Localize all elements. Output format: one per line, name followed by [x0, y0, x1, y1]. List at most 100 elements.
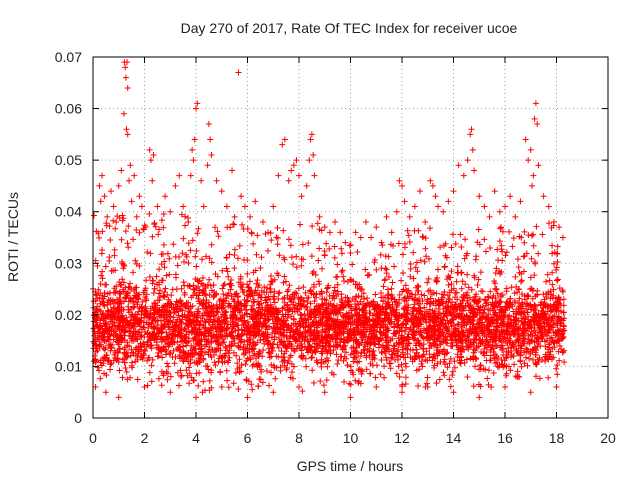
- data-point: [169, 286, 176, 293]
- data-point: [521, 228, 528, 235]
- data-point: [99, 275, 106, 282]
- data-point: [106, 289, 113, 296]
- data-point: [301, 311, 308, 318]
- data-point: [131, 303, 138, 310]
- data-point: [103, 220, 110, 227]
- data-point-outlier: [422, 219, 429, 226]
- data-point-outlier: [252, 198, 259, 205]
- data-point: [104, 299, 111, 306]
- data-point: [259, 379, 266, 386]
- data-point: [225, 384, 232, 391]
- data-point: [510, 235, 517, 242]
- data-point-outlier: [399, 389, 405, 396]
- data-point: [152, 334, 159, 341]
- data-point-outlier: [176, 172, 183, 179]
- data-point-outlier: [218, 188, 225, 195]
- data-point: [246, 288, 253, 295]
- data-point: [188, 294, 195, 301]
- data-point: [149, 330, 156, 337]
- data-point: [205, 366, 212, 373]
- data-point: [485, 367, 492, 374]
- data-point: [149, 277, 156, 284]
- data-point: [228, 276, 235, 283]
- data-point: [303, 363, 310, 370]
- data-point: [522, 354, 529, 361]
- data-point: [173, 305, 180, 312]
- data-point: [146, 369, 153, 376]
- data-point: [176, 346, 183, 353]
- data-point: [104, 358, 111, 365]
- data-point: [410, 249, 417, 256]
- data-point: [96, 342, 103, 349]
- data-point: [546, 277, 553, 284]
- data-point-outlier: [440, 208, 447, 215]
- data-point-outlier: [118, 167, 125, 174]
- data-point: [140, 351, 147, 358]
- data-point: [96, 294, 103, 301]
- data-point: [425, 275, 432, 282]
- data-point: [150, 290, 157, 297]
- data-point: [163, 360, 170, 367]
- data-point: [144, 341, 151, 348]
- data-point: [169, 319, 176, 326]
- data-point: [554, 243, 561, 250]
- data-point: [509, 243, 516, 250]
- data-point: [124, 349, 131, 356]
- data-point: [310, 268, 317, 275]
- data-point: [166, 309, 173, 316]
- data-point: [506, 228, 513, 235]
- data-point: [128, 362, 135, 369]
- grid-lines: [93, 57, 608, 418]
- data-point: [206, 276, 213, 283]
- data-point: [100, 328, 107, 335]
- data-point: [107, 366, 114, 373]
- data-point: [287, 242, 294, 249]
- data-point: [115, 322, 122, 329]
- data-point: [110, 297, 117, 304]
- data-point: [419, 233, 426, 240]
- data-point-outlier: [96, 182, 103, 189]
- data-point: [133, 227, 140, 234]
- data-point-outlier: [429, 182, 436, 189]
- data-point: [470, 383, 477, 390]
- data-point: [190, 377, 197, 384]
- data-point: [341, 378, 348, 385]
- data-point: [178, 300, 185, 307]
- data-point: [219, 267, 226, 274]
- data-point: [308, 354, 315, 361]
- data-point: [367, 370, 374, 377]
- data-point: [275, 335, 282, 342]
- data-point: [253, 280, 260, 287]
- data-point: [366, 271, 373, 278]
- data-point-outlier: [270, 389, 277, 396]
- data-point: [132, 352, 139, 359]
- data-point: [334, 261, 341, 268]
- data-point: [333, 274, 340, 281]
- data-point: [164, 370, 171, 377]
- data-point: [334, 361, 341, 368]
- data-point-outlier: [298, 193, 305, 200]
- data-point: [186, 380, 193, 387]
- data-point-outlier: [527, 389, 534, 396]
- data-point: [433, 290, 440, 297]
- data-point-outlier: [247, 213, 254, 220]
- data-point: [110, 267, 117, 274]
- data-point: [288, 254, 295, 261]
- data-point: [167, 313, 174, 320]
- data-point: [114, 355, 121, 362]
- data-point: [129, 333, 136, 340]
- data-point: [160, 224, 167, 231]
- data-point: [400, 251, 407, 258]
- data-point: [263, 368, 270, 375]
- data-point: [393, 370, 400, 377]
- data-point: [341, 277, 348, 284]
- data-point: [151, 299, 158, 306]
- data-point-outlier: [373, 384, 380, 391]
- data-point: [214, 228, 221, 235]
- data-point: [493, 286, 500, 293]
- data-point-outlier: [529, 182, 536, 189]
- data-point: [233, 352, 240, 359]
- data-point: [421, 258, 428, 265]
- data-point: [313, 294, 320, 301]
